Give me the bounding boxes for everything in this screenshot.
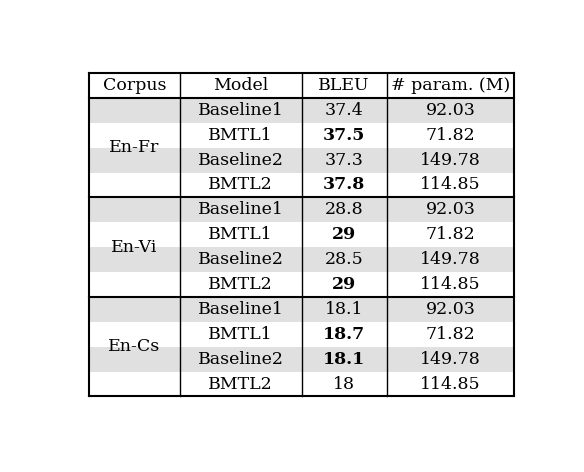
Bar (89, 371, 515, 396)
Bar (89, 347, 515, 371)
Text: 37.3: 37.3 (325, 152, 364, 169)
Bar (89, 322, 515, 347)
Text: En-Vi: En-Vi (111, 239, 158, 256)
Text: 18.7: 18.7 (323, 326, 365, 343)
Text: BMTL1: BMTL1 (208, 126, 273, 143)
Text: BMTL2: BMTL2 (208, 276, 273, 293)
Bar (89, 123, 515, 148)
Bar (89, 173, 515, 197)
Text: 18: 18 (333, 376, 355, 393)
Text: 92.03: 92.03 (426, 301, 475, 318)
Text: BLEU: BLEU (318, 77, 370, 94)
Text: 114.85: 114.85 (420, 276, 481, 293)
Text: 28.8: 28.8 (325, 202, 363, 219)
Bar (89, 98, 515, 123)
Bar (89, 73, 515, 98)
Text: 149.78: 149.78 (420, 251, 481, 268)
Bar (89, 148, 515, 173)
Bar (89, 197, 515, 222)
Text: 29: 29 (332, 226, 356, 243)
Text: BMTL2: BMTL2 (208, 376, 273, 393)
Text: 114.85: 114.85 (420, 376, 481, 393)
Text: # param. (M): # param. (M) (391, 77, 510, 94)
Text: Baseline2: Baseline2 (198, 251, 284, 268)
Text: 37.8: 37.8 (323, 177, 365, 194)
Text: 18.1: 18.1 (325, 301, 363, 318)
Text: 92.03: 92.03 (426, 102, 475, 119)
Text: Baseline1: Baseline1 (198, 301, 284, 318)
Text: En-Cs: En-Cs (108, 338, 161, 355)
Text: 71.82: 71.82 (426, 126, 475, 143)
Text: BMTL1: BMTL1 (208, 226, 273, 243)
Text: 71.82: 71.82 (426, 326, 475, 343)
Text: Baseline2: Baseline2 (198, 152, 284, 169)
Text: Model: Model (213, 77, 269, 94)
Text: BMTL2: BMTL2 (208, 177, 273, 194)
Text: Baseline1: Baseline1 (198, 202, 284, 219)
Text: 71.82: 71.82 (426, 226, 475, 243)
Text: BMTL1: BMTL1 (208, 326, 273, 343)
Bar (89, 247, 515, 272)
Text: 29: 29 (332, 276, 356, 293)
Text: 37.4: 37.4 (325, 102, 363, 119)
Text: 92.03: 92.03 (426, 202, 475, 219)
Text: 149.78: 149.78 (420, 152, 481, 169)
Bar (89, 272, 515, 297)
Text: 37.5: 37.5 (323, 126, 366, 143)
Text: Corpus: Corpus (103, 77, 166, 94)
Text: 149.78: 149.78 (420, 351, 481, 368)
Text: 18.1: 18.1 (323, 351, 365, 368)
Bar (89, 222, 515, 247)
Bar (89, 297, 515, 322)
Text: Baseline1: Baseline1 (198, 102, 284, 119)
Text: En-Fr: En-Fr (109, 139, 159, 156)
Text: Baseline2: Baseline2 (198, 351, 284, 368)
Text: 28.5: 28.5 (325, 251, 363, 268)
Text: 114.85: 114.85 (420, 177, 481, 194)
